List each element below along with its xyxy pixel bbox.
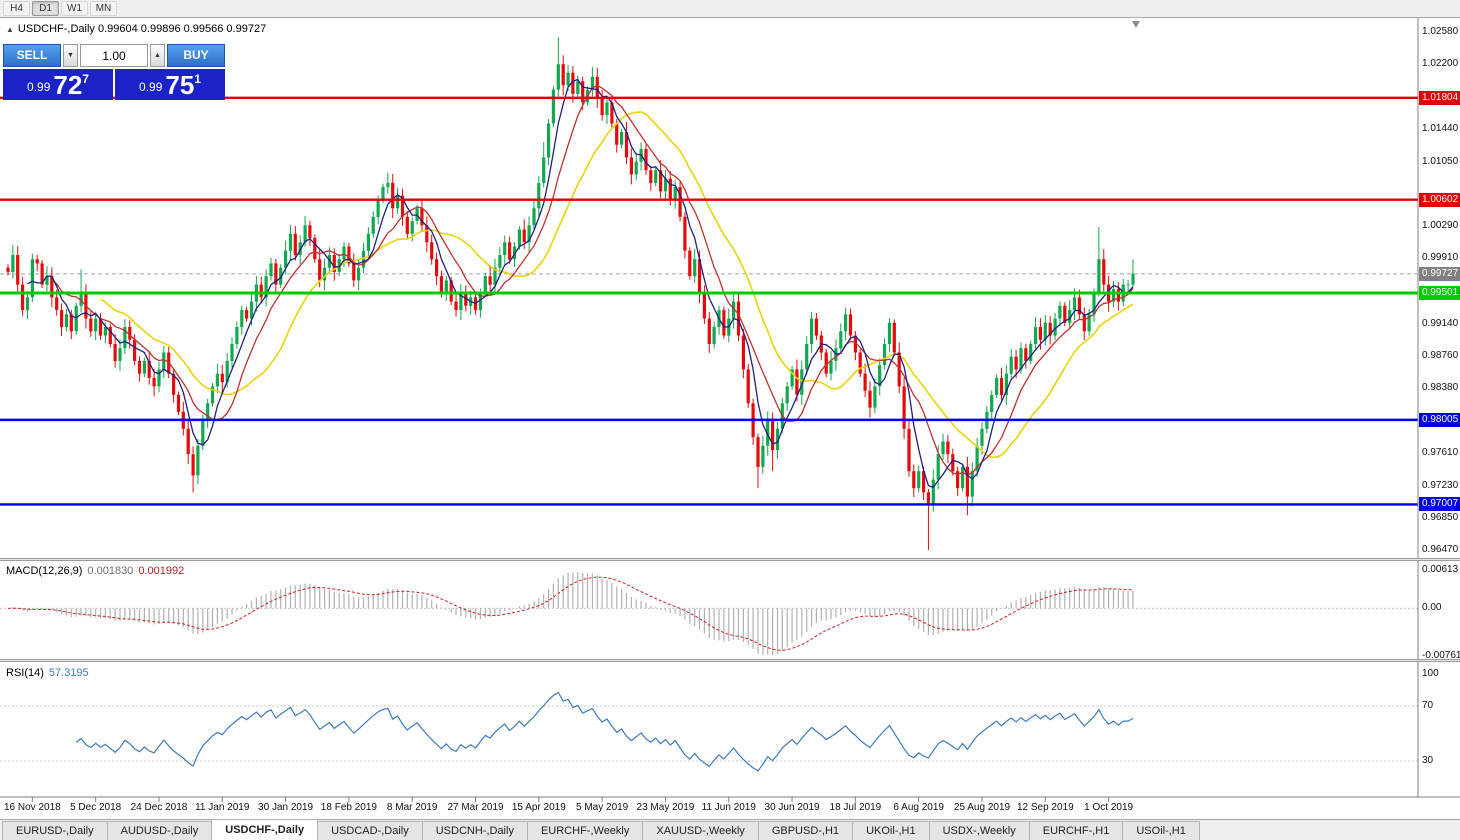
chart-tab-USDCAD-Daily[interactable]: USDCAD-,Daily — [317, 821, 423, 840]
one-click-trading-panel: SELL ▼ ▲ BUY 0.99 72 7 0.99 75 1 — [3, 44, 225, 100]
time-axis-label: 18 Jul 2019 — [829, 802, 882, 813]
price-axis-label: 0.98380 — [1422, 382, 1459, 394]
timeframe-button-W1[interactable]: W1 — [61, 1, 88, 16]
time-axis[interactable]: 16 Nov 2018 5 Dec 2018 24 Dec 2018 11 Jan 2… — [0, 799, 1418, 817]
chart-tab-EURUSD-Daily[interactable]: EURUSD-,Daily — [2, 821, 108, 840]
rsi-axis-label: 100 — [1422, 668, 1439, 679]
panel-splitter-rsi[interactable] — [0, 659, 1460, 662]
buy-price-pip: 1 — [194, 72, 201, 86]
price-axis[interactable]: 1.02580 1.02200 1.01440 1.01050 1.00290 0.999… — [1419, 18, 1460, 840]
rsi-indicator-title: RSI(14) 57.3195 — [6, 667, 89, 679]
time-axis-label: 6 Aug 2019 — [893, 802, 944, 813]
sell-button[interactable]: SELL — [3, 44, 61, 67]
time-axis-label: 30 Jan 2019 — [258, 802, 314, 813]
timeframe-button-MN[interactable]: MN — [90, 1, 117, 16]
chevron-up-icon: ▲ — [154, 52, 161, 59]
macd-main-value: 0.001830 — [87, 565, 134, 577]
buy-button[interactable]: BUY — [167, 44, 225, 67]
macd-indicator-title: MACD(12,26,9) 0.001830 0.001992 — [6, 565, 184, 577]
time-axis-label: 8 Mar 2019 — [386, 802, 438, 813]
time-axis-label: 27 Mar 2019 — [447, 802, 504, 813]
chart-tab-USDCHF-Daily[interactable]: USDCHF-,Daily — [211, 819, 319, 840]
macd-signal-value: 0.001992 — [138, 565, 185, 577]
ma-10-line — [51, 84, 1134, 476]
price-axis-label: 0.97610 — [1422, 447, 1459, 459]
chart-tab-USDX-Weekly[interactable]: USDX-,Weekly — [928, 821, 1030, 840]
time-axis-label: 5 May 2019 — [575, 802, 629, 813]
chart-symbol-title: ▲ USDCHF-,Daily 0.99604 0.99896 0.99566 0… — [6, 23, 266, 35]
collapse-triangle-icon[interactable]: ▲ — [6, 25, 14, 34]
buy-price-display[interactable]: 0.99 75 1 — [115, 69, 225, 100]
price-axis-label: 1.01440 — [1422, 122, 1459, 134]
chart-tab-EURCHF-Weekly[interactable]: EURCHF-,Weekly — [526, 821, 644, 840]
chart-tab-USOil-H1[interactable]: USOil-,H1 — [1122, 821, 1200, 840]
price-axis-label: 0.99910 — [1422, 252, 1459, 264]
price-axis-label: 0.96470 — [1422, 544, 1459, 555]
sell-price-prefix: 0.99 — [27, 80, 51, 94]
time-axis-label: 11 Jun 2019 — [701, 802, 756, 813]
ma-5-line — [27, 78, 1134, 489]
price-axis-label: 0.97230 — [1422, 479, 1459, 491]
rsi-axis-label: 30 — [1422, 755, 1434, 766]
timeframe-toolbar: H4 D1 W1 MN — [0, 0, 1460, 18]
chart-tabs-bar: EURUSD-,Daily AUDUSD-,Daily USDCHF-,Daily U… — [0, 819, 1460, 840]
price-axis-label: 0.98760 — [1422, 349, 1459, 361]
macd-axis-label: 0.00613 — [1422, 564, 1459, 575]
price-tag-1.01804: 1.01804 — [1419, 90, 1460, 105]
rsi-value: 57.3195 — [48, 667, 89, 679]
chart-shift-marker[interactable] — [1131, 21, 1140, 28]
chart-tab-XAUUSD-Weekly[interactable]: XAUUSD-,Weekly — [642, 821, 759, 840]
time-axis-label: 25 Aug 2019 — [953, 802, 1011, 813]
panel-splitter-macd[interactable] — [0, 558, 1460, 561]
chart-tab-GBPUSD-H1[interactable]: GBPUSD-,H1 — [757, 821, 854, 840]
time-axis-label: 1 Oct 2019 — [1084, 802, 1134, 813]
price-axis-label: 1.01050 — [1422, 155, 1459, 167]
buy-price-main: 75 — [165, 70, 195, 100]
time-axis-label: 11 Jan 2019 — [195, 802, 250, 813]
time-axis-label: 12 Sep 2019 — [1016, 802, 1074, 813]
price-axis-label: 0.96850 — [1422, 511, 1459, 523]
chevron-down-icon: ▼ — [67, 52, 74, 59]
chart-tab-UKOil-H1[interactable]: UKOil-,H1 — [852, 821, 930, 840]
price-tag-0.98005: 0.98005 — [1419, 412, 1460, 427]
rsi-plot — [0, 691, 1418, 772]
volume-input[interactable] — [80, 44, 148, 67]
time-axis-label: 23 May 2019 — [636, 802, 695, 813]
price-tag-0.99501: 0.99501 — [1419, 286, 1460, 301]
macd-axis-label: -0.00761 — [1422, 650, 1460, 661]
price-axis-label: 0.99140 — [1422, 317, 1459, 329]
rsi-axis-label: 70 — [1422, 700, 1434, 711]
time-axis-label: 16 Nov 2018 — [3, 802, 61, 813]
timeframe-button-H4[interactable]: H4 — [3, 1, 30, 16]
chart-tab-AUDUSD-Daily[interactable]: AUDUSD-,Daily — [106, 821, 213, 840]
price-axis-label: 1.02200 — [1422, 58, 1459, 70]
sell-price-display[interactable]: 0.99 72 7 — [3, 69, 113, 100]
macd-plot — [0, 571, 1418, 656]
macd-axis-label: 0.00 — [1422, 602, 1442, 614]
timeframe-button-D1[interactable]: D1 — [32, 1, 59, 16]
time-axis-label: 5 Dec 2018 — [70, 802, 122, 813]
ma-20-line — [100, 111, 1134, 459]
sell-price-pip: 7 — [82, 72, 89, 86]
current-price-tag: 0.99727 — [1419, 266, 1460, 281]
chart-title-text: USDCHF-,Daily 0.99604 0.99896 0.99566 0.… — [17, 23, 267, 35]
price-axis-label: 1.02580 — [1422, 26, 1459, 37]
price-tag-1.00602: 1.00602 — [1419, 192, 1460, 207]
time-axis-label: 15 Apr 2019 — [511, 802, 566, 813]
volume-down-button[interactable]: ▼ — [63, 44, 78, 67]
chart-tab-USDCNH-Daily[interactable]: USDCNH-,Daily — [421, 821, 528, 840]
time-axis-label: 18 Feb 2019 — [320, 802, 377, 813]
volume-up-button[interactable]: ▲ — [150, 44, 165, 67]
time-axis-label: 30 Jun 2019 — [764, 802, 820, 813]
chart-tab-EURCHF-H1[interactable]: EURCHF-,H1 — [1028, 821, 1124, 840]
macd-label: MACD(12,26,9) — [6, 565, 83, 577]
time-axis-label: 24 Dec 2018 — [130, 802, 188, 813]
rsi-label: RSI(14) — [6, 667, 44, 679]
price-tag-0.97007: 0.97007 — [1419, 497, 1460, 512]
price-axis-label: 1.00290 — [1422, 220, 1459, 232]
buy-price-prefix: 0.99 — [139, 80, 163, 94]
sell-price-main: 72 — [53, 70, 83, 100]
